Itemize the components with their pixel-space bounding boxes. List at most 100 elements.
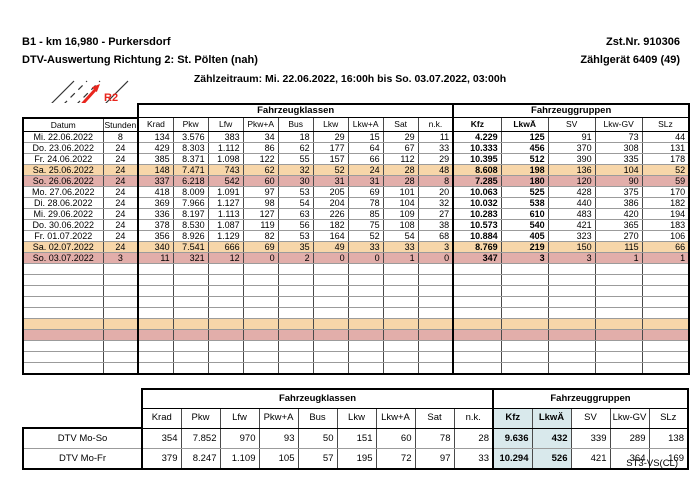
summary-column-header-kfz: Kfz [492,407,533,429]
value-cell: 386 [594,196,643,209]
report-title: DTV-Auswertung Richtung 2: St. Pölten (n… [22,54,258,66]
summary-label: DTV Mo-Fr [22,448,143,470]
value-cell: 11 [137,251,174,264]
summary-value-cell: 7.852 [180,427,221,449]
value-cell: 525 [500,185,549,198]
empty-cell [172,262,209,275]
empty-cell [641,350,691,363]
value-cell: 69 [347,185,384,198]
value-cell: 7.471 [172,163,209,176]
empty-cell [172,295,209,308]
empty-cell [137,284,174,297]
empty-cell [137,306,174,319]
value-cell: 177 [312,141,349,154]
empty-cell [417,339,454,352]
value-cell: 122 [242,152,279,165]
empty-cell [500,328,549,341]
column-header-lkw-gv: Lkw-GV [594,117,643,132]
summary-value-cell: 195 [336,448,377,470]
value-cell: 115 [594,240,643,253]
value-cell: 29 [417,152,454,165]
value-cell: 2 [277,251,314,264]
empty-cell [22,273,104,286]
empty-cell [277,328,314,341]
column-header-sv: SV [547,117,596,132]
empty-cell [102,273,139,286]
value-cell: 52 [347,229,384,242]
value-cell: 104 [382,196,419,209]
value-cell: 456 [500,141,549,154]
summary-value-cell: 28 [453,427,494,449]
empty-cell [452,262,502,275]
value-cell: 148 [137,163,174,176]
empty-cell [277,339,314,352]
empty-cell [207,284,244,297]
value-cell: 31 [312,174,349,187]
empty-cell [382,361,419,375]
value-cell: 8.009 [172,185,209,198]
empty-cell [312,295,349,308]
empty-cell [417,306,454,319]
empty-cell [547,317,596,330]
empty-cell [102,350,139,363]
empty-cell [452,339,502,352]
summary-value-cell: 289 [609,427,650,449]
value-cell: 56 [277,218,314,231]
value-cell: 10.395 [452,152,502,165]
summary-column-header-lkw-a: Lkw+A [375,407,416,429]
value-cell: 390 [547,152,596,165]
hours-cell: 24 [102,240,139,253]
empty-cell [500,350,549,363]
empty-cell [277,306,314,319]
value-cell: 204 [312,196,349,209]
value-cell: 33 [417,141,454,154]
date-cell: So. 03.07.2022 [22,251,104,264]
empty-cell [207,361,244,375]
empty-cell [137,339,174,352]
column-header-kfz: Kfz [452,117,502,132]
value-cell: 53 [277,185,314,198]
value-cell: 743 [207,163,244,176]
value-cell: 429 [137,141,174,154]
empty-cell [547,350,596,363]
empty-cell [22,284,104,297]
hours-cell: 24 [102,141,139,154]
empty-cell [242,339,279,352]
empty-cell [312,317,349,330]
summary-header-spacer [23,389,142,408]
empty-row [22,339,691,352]
empty-cell [594,262,643,275]
value-cell: 18 [277,130,314,143]
empty-cell [277,350,314,363]
empty-cell [382,306,419,319]
summary-column-header-bus: Bus [297,407,338,429]
empty-cell [594,328,643,341]
empty-cell [417,361,454,375]
empty-row [22,317,691,330]
empty-cell [594,339,643,352]
value-cell: 0 [312,251,349,264]
header-spacer [23,104,138,118]
value-cell: 369 [137,196,174,209]
empty-cell [417,350,454,363]
empty-cell [452,361,502,375]
value-cell: 8.608 [452,163,502,176]
value-cell: 370 [547,141,596,154]
value-cell: 340 [137,240,174,253]
value-cell: 378 [137,218,174,231]
summary-column-header-slz: SLz [648,407,689,429]
empty-cell [417,284,454,297]
value-cell: 53 [277,229,314,242]
value-cell: 0 [347,251,384,264]
empty-row [22,284,691,297]
empty-cell [547,295,596,308]
empty-cell [641,361,691,375]
header-line-2: DTV-Auswertung Richtung 2: St. Pölten (n… [22,54,680,66]
value-cell: 182 [641,196,691,209]
summary-value-cell: 151 [336,427,377,449]
table-row: Mi. 22.06.2022 8 134 3.576 383 34 18 29 15 29 11 4.… [22,130,691,143]
table-row: Di. 28.06.2022 24 369 7.966 1.127 98 54 204 78 10… [22,196,691,209]
value-cell: 28 [382,163,419,176]
empty-row [22,295,691,308]
value-cell: 82 [242,229,279,242]
